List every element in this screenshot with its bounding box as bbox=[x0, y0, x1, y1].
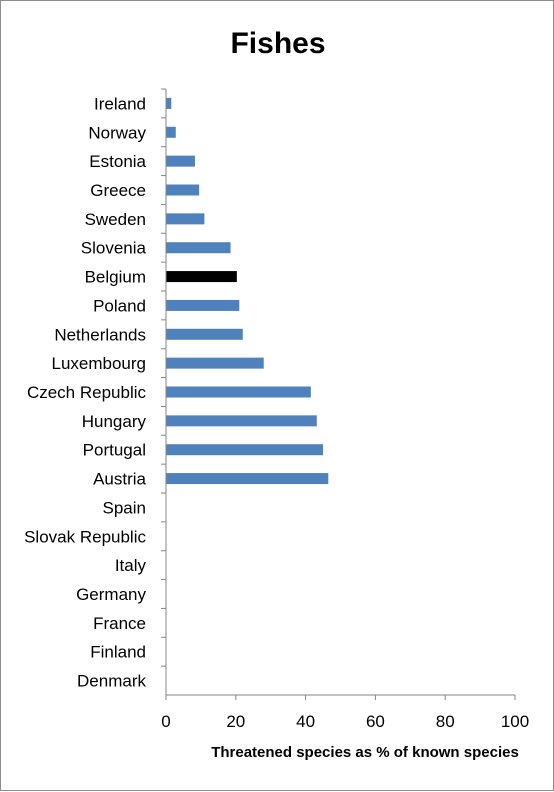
bars bbox=[166, 97, 329, 485]
category-labels: Ireland Norway Estonia Greece Sweden Slovenia… bbox=[24, 88, 166, 691]
chart-title: Fishes bbox=[230, 27, 325, 60]
category-label-slovenia: Slovenia bbox=[81, 239, 147, 258]
bar-belgium bbox=[166, 271, 237, 283]
bar-slovenia bbox=[166, 242, 231, 254]
category-label-hungary: Hungary bbox=[82, 412, 147, 431]
bar-netherlands bbox=[166, 328, 243, 340]
bar-austria bbox=[166, 473, 329, 485]
category-label-portugal: Portugal bbox=[83, 441, 146, 460]
category-label-estonia: Estonia bbox=[89, 152, 146, 171]
bar-hungary bbox=[166, 415, 317, 427]
bar-poland bbox=[166, 299, 240, 311]
x-tick-label-20: 20 bbox=[226, 712, 245, 731]
bar-greece bbox=[166, 184, 200, 196]
category-label-czech-republic: Czech Republic bbox=[27, 383, 147, 402]
category-label-luxembourg: Luxembourg bbox=[51, 354, 146, 373]
x-tick-label-40: 40 bbox=[296, 712, 315, 731]
category-label-denmark: Denmark bbox=[77, 672, 146, 691]
bar-portugal bbox=[166, 444, 324, 456]
bar-czech-republic bbox=[166, 386, 311, 398]
category-label-finland: Finland bbox=[90, 643, 146, 662]
x-tick-label-60: 60 bbox=[366, 712, 385, 731]
bar-norway bbox=[166, 126, 176, 138]
category-label-norway: Norway bbox=[88, 123, 146, 142]
category-label-spain: Spain bbox=[103, 498, 146, 517]
category-label-austria: Austria bbox=[93, 470, 146, 489]
category-label-ireland: Ireland bbox=[94, 94, 146, 113]
category-label-netherlands: Netherlands bbox=[54, 325, 146, 344]
category-label-italy: Italy bbox=[115, 556, 147, 575]
x-tick-label-0: 0 bbox=[161, 712, 170, 731]
category-label-poland: Poland bbox=[93, 296, 146, 315]
bar-ireland bbox=[166, 97, 172, 109]
bar-estonia bbox=[166, 155, 195, 167]
category-label-sweden: Sweden bbox=[85, 210, 146, 229]
x-tick-label-80: 80 bbox=[436, 712, 455, 731]
x-axis-label: Threatened species as % of known species bbox=[211, 744, 519, 761]
category-label-france: France bbox=[93, 614, 146, 633]
category-label-slovak-republic: Slovak Republic bbox=[24, 527, 146, 546]
bar-luxembourg bbox=[166, 357, 264, 369]
x-tick-label-100: 100 bbox=[501, 712, 529, 731]
category-label-greece: Greece bbox=[90, 181, 146, 200]
category-label-germany: Germany bbox=[76, 585, 146, 604]
category-label-belgium: Belgium bbox=[85, 268, 146, 287]
bar-sweden bbox=[166, 213, 205, 225]
x-axis-ticks: 0 20 40 60 80 100 bbox=[161, 695, 529, 731]
